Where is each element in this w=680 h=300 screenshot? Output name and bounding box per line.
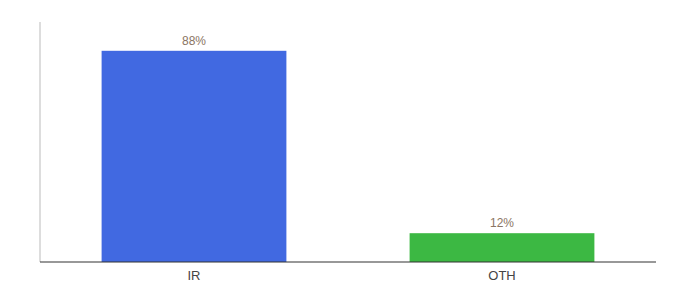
data-label: 12% — [490, 216, 514, 230]
data-label: 88% — [182, 34, 206, 48]
x-axis-line — [40, 261, 656, 262]
chart-svg: IR OTH 88% 12% — [0, 0, 680, 300]
x-tick-label: OTH — [488, 268, 515, 283]
chart-container: IR OTH 88% 12% — [0, 0, 680, 300]
x-tick-label: IR — [188, 268, 201, 283]
bar — [410, 233, 595, 262]
y-axis-line — [40, 22, 41, 262]
bar — [102, 51, 287, 262]
bars — [102, 51, 595, 262]
